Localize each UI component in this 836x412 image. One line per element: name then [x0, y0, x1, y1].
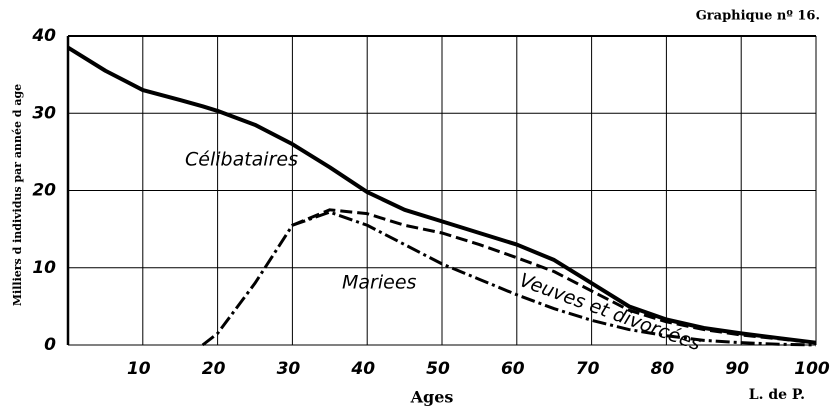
series-label: Célibataires: [185, 149, 298, 171]
x-tick-label: 10: [127, 359, 151, 379]
series-label: Mariees: [342, 272, 417, 294]
x-tick-label: 90: [725, 359, 749, 379]
source: L. de P.: [749, 387, 805, 403]
series-label: Veuves et divorcées: [516, 269, 703, 355]
x-tick-label: 80: [651, 359, 675, 379]
y-tick-label: 10: [32, 258, 56, 278]
x-tick-label: 50: [426, 359, 450, 379]
y-tick-label: 30: [32, 103, 56, 123]
chart-title: Graphique nº 16.: [696, 9, 820, 24]
series-line: [291, 208, 817, 345]
x-tick-label: 20: [202, 359, 226, 379]
x-tick-label: 70: [576, 359, 600, 379]
y-tick-label: 40: [31, 26, 56, 46]
series-line: [201, 210, 817, 347]
x-axis-label: Ages: [410, 388, 454, 407]
x-tick-label: 40: [350, 359, 375, 379]
y-tick-label: 0: [44, 335, 56, 355]
x-tick-label: 60: [501, 359, 525, 379]
x-tick-label: 30: [277, 359, 301, 379]
series-line: [66, 45, 817, 345]
y-axis-label: Milliers d individus par année d age: [11, 84, 24, 306]
x-tick-label: 100: [794, 359, 830, 379]
y-tick-label: 20: [32, 181, 56, 201]
